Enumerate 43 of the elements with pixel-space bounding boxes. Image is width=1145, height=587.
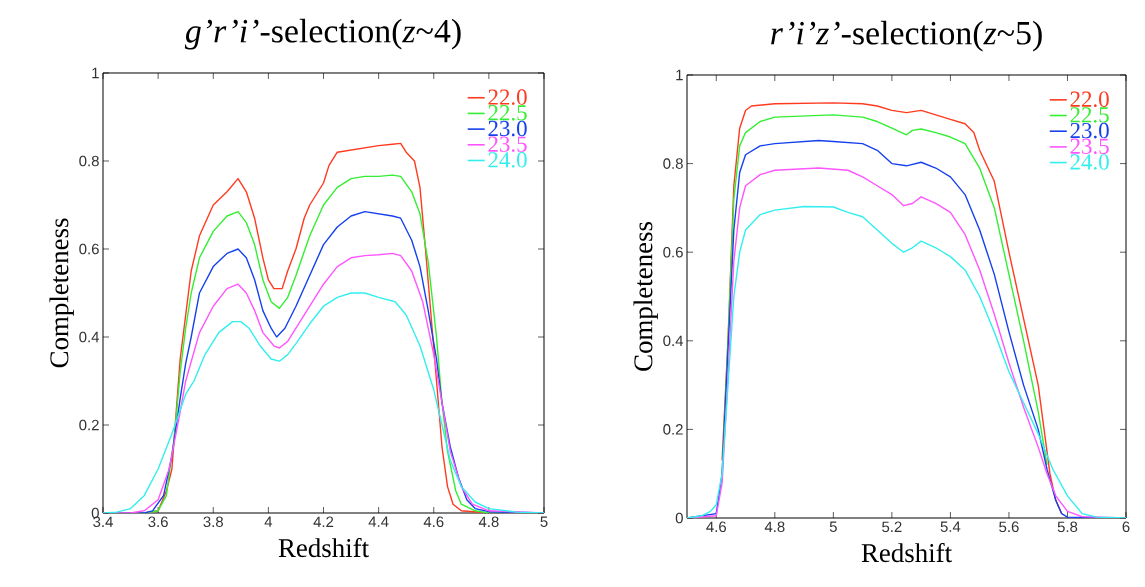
x-tick-label: 6 [1122, 521, 1130, 533]
x-tick-label: 4.8 [764, 521, 785, 533]
legend-label: 23.5 [1070, 138, 1109, 155]
x-axis-title: Redshift [861, 542, 952, 563]
legend-label: 24.0 [1070, 154, 1109, 170]
legend-label: 23.0 [488, 120, 527, 137]
y-tick-label: 1 [676, 69, 683, 81]
x-tick-label: 4.2 [313, 516, 334, 527]
x-tick-label: 4 [264, 516, 273, 527]
y-tick-label: 0.8 [79, 155, 99, 167]
x-tick-label: 5.2 [882, 521, 902, 533]
x-tick-label: 5.4 [940, 521, 961, 532]
x-tick-label: 4.4 [368, 516, 389, 527]
x-tick-label: 5.6 [999, 521, 1019, 533]
y-tick-label: 0.8 [663, 158, 683, 169]
legend-label: 22.5 [1070, 107, 1109, 123]
y-tick-label: 0.6 [663, 246, 683, 258]
x-tick-label: 3.8 [203, 516, 223, 528]
x-tick-label: 5.8 [1057, 521, 1078, 533]
y-tick-label: 1 [92, 67, 99, 79]
y-axis-title: Completeness [49, 218, 74, 368]
y-axis-title: Completeness [633, 221, 658, 371]
y-tick-label: 0.6 [79, 243, 99, 255]
x-tick-label: 4.8 [478, 516, 499, 528]
chart-title: g’r’i’-selection(z~4) [184, 18, 461, 50]
legend-label: 23.5 [488, 136, 527, 152]
legend-label: 22.0 [1070, 91, 1109, 108]
x-tick-label: 3.6 [148, 516, 168, 528]
x-tick-label: 5 [540, 516, 548, 527]
x-tick-label: 4.6 [706, 521, 727, 533]
legend-label: 23.0 [1070, 122, 1109, 139]
legend-label: 22.0 [488, 89, 527, 105]
y-tick-label: 0.4 [663, 335, 684, 347]
x-tick-label: 5 [829, 521, 837, 532]
legend-label: 24.0 [488, 152, 527, 168]
chart-title: r’i’z’-selection(z~5) [771, 20, 1042, 52]
x-axis-title: Redshift [278, 537, 369, 558]
legend-label: 22.5 [488, 105, 527, 121]
y-tick-label: 0.4 [79, 331, 100, 343]
y-tick-label: 0.2 [79, 419, 99, 431]
y-tick-label: 0.2 [663, 424, 683, 435]
x-tick-label: 4.6 [423, 516, 444, 528]
y-tick-label: 0 [675, 512, 683, 524]
